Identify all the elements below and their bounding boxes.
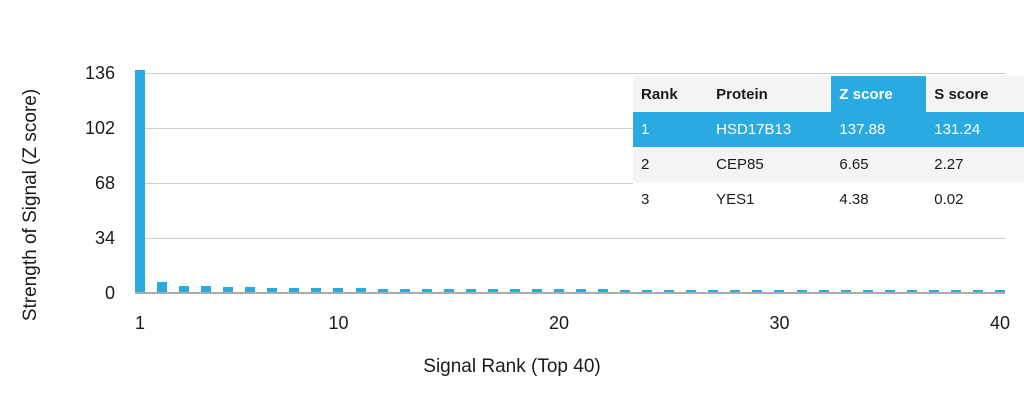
bar-rank-20 (553, 289, 564, 293)
bar-rank-27 (708, 289, 719, 293)
protein-cell: CEP85 (708, 147, 832, 182)
gridline-68 (135, 183, 1005, 184)
bar-rank-23 (620, 289, 631, 293)
bar-rank-33 (840, 290, 851, 293)
table-row-rank-2: 2 CEP85 6.65 2.27 (633, 147, 1024, 182)
bar-rank-38 (950, 290, 961, 293)
bar-rank-21 (576, 289, 587, 293)
rank-cell: 1 (633, 112, 709, 147)
bar-rank-30 (774, 289, 785, 293)
y-tick-label-68: 68 (94, 173, 115, 193)
col-header-rank: Rank (633, 76, 709, 112)
plot-area (135, 69, 1005, 294)
col-header-protein: Protein (708, 76, 832, 112)
sscore-cell: 0.02 (926, 182, 1024, 217)
x-tick-label-40: 40 (989, 313, 1011, 333)
rank-cell: 3 (633, 182, 709, 217)
bar-rank-5 (223, 286, 234, 293)
bar-rank-34 (862, 290, 873, 293)
bar-rank-2 (157, 282, 168, 293)
bar-rank-6 (245, 287, 256, 293)
y-tick-label-34: 34 (94, 228, 115, 248)
bar-rank-11 (355, 288, 366, 293)
y-tick-label-0: 0 (104, 283, 115, 303)
bar-rank-24 (642, 289, 653, 293)
bar-rank-32 (818, 290, 829, 293)
protein-rank-table: Rank Protein Z score S score 1 HSD17B13 13… (633, 76, 1024, 217)
protein-cell: YES1 (708, 182, 832, 217)
table-row-rank-1: 1 HSD17B13 137.88 131.24 (633, 112, 1024, 147)
bar-rank-26 (686, 289, 697, 293)
bar-rank-8 (289, 287, 300, 293)
bar-rank-15 (443, 288, 454, 293)
gridline-136 (135, 73, 1005, 74)
bar-rank-12 (377, 288, 388, 293)
protein-cell: HSD17B13 (708, 112, 832, 147)
bar-rank-25 (664, 289, 675, 293)
bar-rank-7 (267, 287, 278, 293)
bar-rank-18 (509, 289, 520, 293)
bar-rank-36 (906, 290, 917, 293)
x-tick-label-20: 20 (548, 313, 569, 333)
bar-rank-40 (995, 290, 1005, 293)
x-tick-label-10: 10 (328, 313, 349, 333)
x-tick-label-30: 30 (769, 313, 790, 333)
zscore-cell: 6.65 (831, 147, 927, 182)
bar-rank-17 (487, 289, 498, 293)
bar-rank-16 (465, 288, 476, 293)
col-header-zscore: Z score (831, 76, 927, 112)
gridline-102 (135, 128, 1005, 129)
sscore-cell: 2.27 (926, 147, 1024, 182)
bar-rank-37 (928, 290, 939, 293)
bar-rank-9 (311, 288, 322, 293)
rank-cell: 2 (633, 147, 709, 182)
table-header-row: Rank Protein Z score S score (633, 76, 1024, 112)
zscore-cell: 137.88 (831, 112, 927, 147)
sscore-cell: 131.24 (926, 112, 1024, 147)
y-tick-label-102: 102 (84, 118, 115, 138)
bar-rank-14 (421, 288, 432, 293)
x-axis-title: Signal Rank (Top 40) (423, 356, 601, 377)
x-axis-line (135, 292, 1005, 294)
x-tick-label-1: 1 (134, 313, 146, 333)
bar-rank-39 (972, 290, 983, 293)
bar-rank-3 (179, 285, 190, 293)
bar-rank-22 (598, 289, 609, 293)
bar-rank-28 (730, 289, 741, 293)
table-row-rank-3: 3 YES1 4.38 0.02 (633, 182, 1024, 217)
y-axis-title: Strength of Signal (Z score) (20, 88, 41, 322)
bar-rank-31 (796, 289, 807, 293)
y-tick-label-136: 136 (84, 63, 115, 83)
bar-rank-29 (752, 289, 763, 293)
bar-rank-35 (884, 290, 895, 293)
bar-rank-4 (201, 286, 212, 293)
gridline-34 (135, 238, 1005, 239)
bar-rank-1 (135, 69, 145, 293)
bar-rank-10 (333, 288, 344, 293)
bar-rank-19 (531, 289, 542, 293)
col-header-sscore: S score (926, 76, 1024, 112)
zscore-cell: 4.38 (831, 182, 927, 217)
bar-rank-13 (399, 288, 410, 293)
